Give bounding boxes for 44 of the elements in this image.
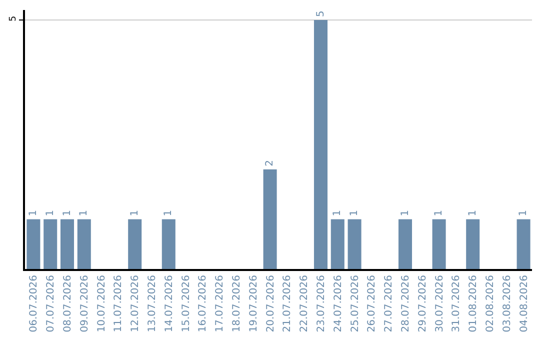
x-tick-label: 15.07.2026 xyxy=(180,275,192,332)
x-tick-label: 01.08.2026 xyxy=(468,275,480,332)
data-label: 1 xyxy=(518,210,530,216)
data-label: 1 xyxy=(434,210,445,216)
x-tick-label: 16.07.2026 xyxy=(198,275,209,332)
x-tick-label: 27.07.2026 xyxy=(384,275,395,332)
x-tick-label: 13.07.2026 xyxy=(147,275,158,332)
x-tick-label: 03.08.2026 xyxy=(502,275,513,332)
x-tick-label: 24.07.2026 xyxy=(332,275,344,332)
x-tick-label: 14.07.2026 xyxy=(164,275,175,332)
x-tick-label: 17.07.2026 xyxy=(214,275,226,332)
data-label: 1 xyxy=(332,210,344,216)
x-tick-label: 21.07.2026 xyxy=(282,275,294,332)
x-tick-label: 29.07.2026 xyxy=(417,275,428,332)
x-tick-label: 06.07.2026 xyxy=(28,275,40,332)
x-tick-label: 19.07.2026 xyxy=(248,275,260,332)
x-tick-label: 07.07.2026 xyxy=(46,275,57,332)
data-label: 1 xyxy=(129,210,140,216)
data-label: 2 xyxy=(264,160,276,166)
x-tick-label: 10.07.2026 xyxy=(96,275,108,332)
x-tick-label: 12.07.2026 xyxy=(130,275,142,332)
data-label: 1 xyxy=(467,210,478,216)
x-tick-label: 26.07.2026 xyxy=(366,275,378,332)
data-label: 1 xyxy=(400,210,411,216)
x-tick-label: 30.07.2026 xyxy=(434,275,446,332)
data-label: 5 xyxy=(315,10,326,17)
x-tick-label: 08.07.2026 xyxy=(62,275,74,332)
x-tick-label: 28.07.2026 xyxy=(400,275,412,332)
data-label: 1 xyxy=(78,210,90,216)
x-tick-label: 09.07.2026 xyxy=(79,275,90,332)
data-label: 1 xyxy=(44,210,56,216)
data-label: 1 xyxy=(163,210,174,216)
x-tick-label: 23.07.2026 xyxy=(316,275,327,332)
x-tick-label: 18.07.2026 xyxy=(232,275,242,332)
x-tick-label: 31.07.2026 xyxy=(451,275,462,332)
x-tick-label: 20.07.2026 xyxy=(265,275,276,332)
data-label: 1 xyxy=(349,210,360,216)
x-tick-label: 11.07.2026 xyxy=(113,275,124,332)
x-tick-label: 22.07.2026 xyxy=(299,275,310,332)
data-label: 1 xyxy=(28,210,39,216)
x-tick-label: 04.08.2026 xyxy=(518,275,530,332)
data-label: 1 xyxy=(62,210,73,216)
x-tick-label: 25.07.2026 xyxy=(350,275,361,332)
x-tick-label: 02.08.2026 xyxy=(485,275,496,332)
